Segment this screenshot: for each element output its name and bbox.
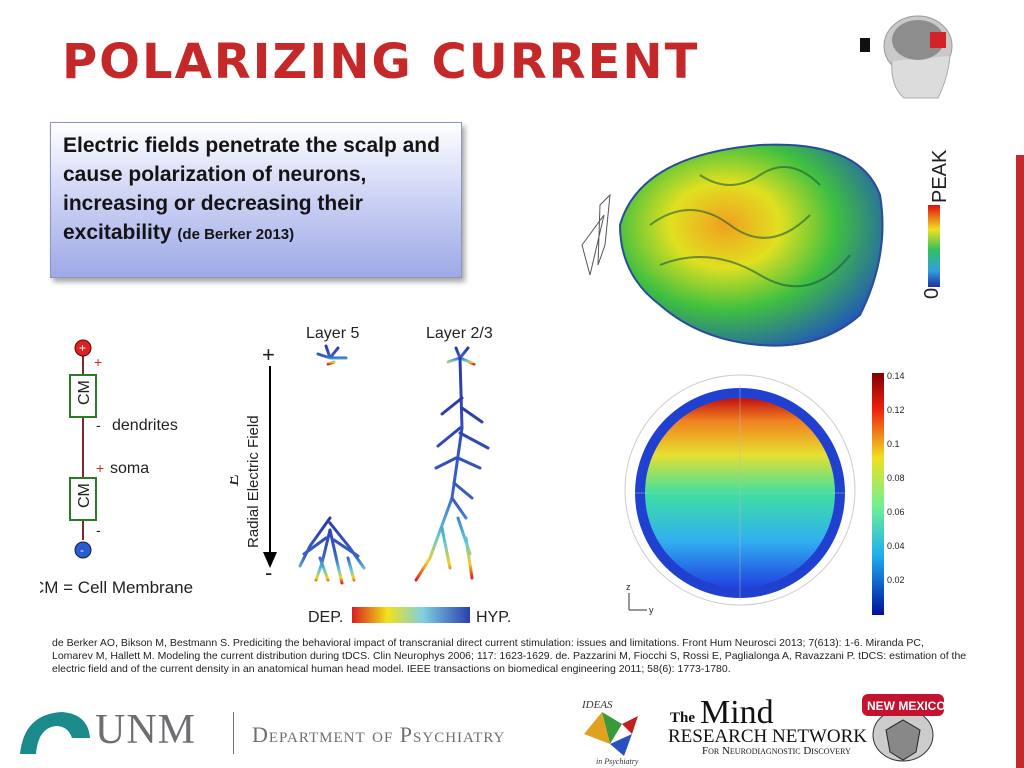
cbar-tick-3: 0.08 — [887, 473, 905, 483]
cm-bottom-box — [69, 477, 97, 521]
cbar-tick-2: 0.1 — [887, 439, 900, 449]
lower-minus-marker: - — [96, 522, 101, 538]
negative-terminal-icon — [74, 541, 92, 559]
cell-membrane-legend: CM = Cell Membrane — [40, 578, 193, 597]
electrode-outline — [581, 193, 611, 276]
minus-marker: - — [96, 417, 101, 433]
callout-text: Electric fields penetrate the scalp and … — [63, 134, 440, 244]
axis-arrow-icon — [263, 552, 277, 568]
axis-symbol: E — [230, 474, 243, 487]
mind-the: The — [670, 710, 696, 726]
axis-minus: - — [265, 560, 272, 585]
mind-tagline: For Neurodiagnostic Discovery — [702, 745, 851, 757]
slide-title: POLARIZING CURRENT — [62, 34, 700, 90]
axis-z-label: z — [626, 582, 631, 592]
axis-y-label: y — [649, 605, 654, 615]
peak-color-scale — [928, 205, 940, 287]
scale-dep-label: DEP. — [308, 609, 343, 626]
mind-word: Mind — [700, 694, 774, 731]
mind-research: RESEARCH NETWORK — [668, 726, 867, 747]
cbar-tick-6: 0.02 — [887, 575, 905, 585]
zero-label: 0 — [921, 288, 943, 299]
head-model-current-map: 0.14 0.12 0.1 0.08 0.06 0.04 0.02 z y — [624, 371, 905, 615]
unm-zia-logo — [20, 712, 90, 754]
callout-box: Electric fields penetrate the scalp and … — [50, 122, 462, 278]
membrane-circuit-diagram: + + CM - dendrites + soma CM - - CM = Ce… — [40, 339, 193, 597]
brain-surface — [618, 143, 884, 347]
cbar-tick-4: 0.06 — [887, 507, 905, 517]
peak-label: PEAK — [929, 149, 951, 203]
department-name: Department of Psychiatry — [252, 722, 506, 747]
scale-hyp-label: HYP. — [476, 609, 511, 626]
soma-plus-marker: + — [96, 460, 104, 476]
lobo-text: NEW MEXICO — [867, 699, 946, 713]
cm-bottom-label: CM — [76, 483, 93, 508]
cm-top-label: CM — [76, 380, 93, 405]
neuron-polarization-figure: Layer 5 Layer 2/3 + - Radial Electric Fi… — [230, 325, 511, 626]
cbar-tick-0: 0.14 — [887, 371, 905, 381]
layer5-label: Layer 5 — [306, 325, 359, 342]
cm-top-box — [69, 374, 97, 418]
cbar-tick-1: 0.12 — [887, 405, 905, 415]
ideas-bottom-text: in Psychiatry — [596, 757, 639, 766]
layer5-neuron — [298, 344, 366, 585]
axis-plus: + — [262, 342, 275, 367]
minus-terminal-symbol: - — [80, 543, 84, 557]
head-icon — [860, 15, 953, 99]
layer23-neuron — [414, 346, 490, 582]
head-colorbar — [872, 373, 884, 615]
accent-bar — [1016, 155, 1024, 768]
callout-citation: (de Berker 2013) — [177, 226, 295, 243]
layer23-label: Layer 2/3 — [426, 325, 493, 342]
ideas-logo: IDEAS in Psychiatry — [581, 699, 639, 766]
ideas-top-text: IDEAS — [581, 699, 613, 711]
dendrites-label: dendrites — [112, 417, 178, 434]
footer-divider — [233, 712, 234, 754]
unm-wordmark: UNM — [95, 707, 197, 753]
axis-label: Radial Electric Field — [245, 415, 262, 548]
plus-marker: + — [94, 354, 102, 370]
soma-label: soma — [110, 460, 149, 477]
polarization-color-scale — [352, 607, 470, 623]
cbar-tick-5: 0.04 — [887, 541, 905, 551]
positive-terminal-icon — [74, 339, 92, 357]
references: de Berker AO, Bikson M, Bestmann S. Pred… — [52, 637, 967, 675]
plus-terminal-symbol: + — [79, 341, 86, 355]
brain-field-map: PEAK 0 — [581, 143, 951, 347]
lobo-logo: NEW MEXICO — [862, 694, 946, 762]
